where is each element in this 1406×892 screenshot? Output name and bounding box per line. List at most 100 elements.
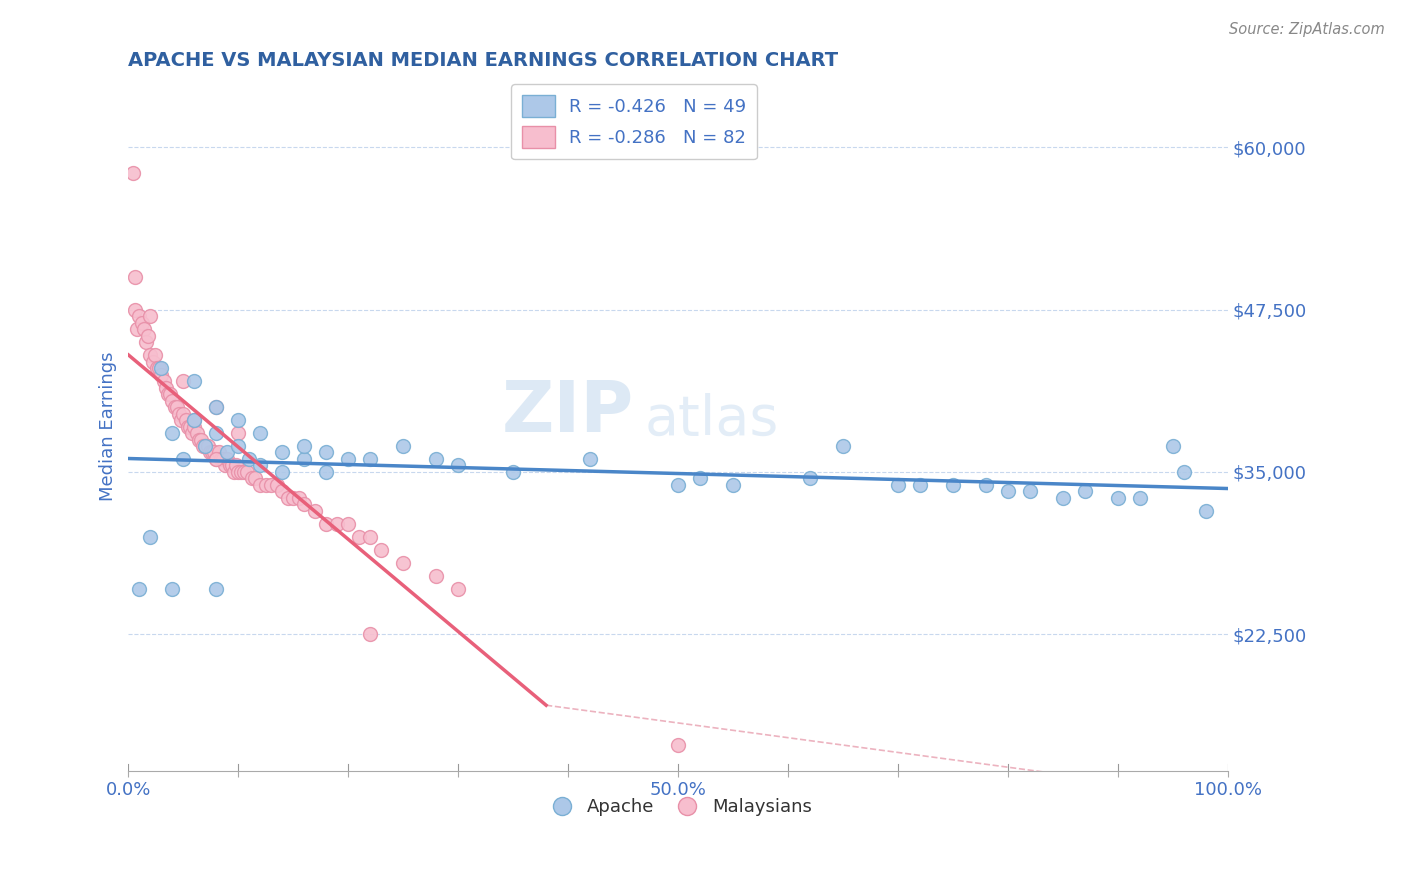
Point <box>243 471 266 485</box>
Point <box>142 354 165 368</box>
Point <box>292 452 315 467</box>
Point <box>447 582 470 596</box>
Point <box>425 452 447 467</box>
Point <box>337 452 360 467</box>
Point <box>228 425 250 440</box>
Point <box>232 465 254 479</box>
Point <box>205 452 228 467</box>
Point <box>315 465 337 479</box>
Point <box>150 368 173 382</box>
Point <box>197 439 219 453</box>
Point <box>190 433 212 447</box>
Point <box>221 458 243 473</box>
Point <box>292 439 315 453</box>
Point <box>214 458 236 473</box>
Point <box>240 471 263 485</box>
Point <box>170 413 193 427</box>
Point <box>128 582 150 596</box>
Point <box>183 374 205 388</box>
Point <box>447 458 470 473</box>
Text: Source: ZipAtlas.com: Source: ZipAtlas.com <box>1229 22 1385 37</box>
Point <box>359 452 381 467</box>
Point <box>1107 491 1129 505</box>
Point <box>217 445 239 459</box>
Point <box>139 530 162 544</box>
Point <box>1018 484 1040 499</box>
Point <box>187 433 209 447</box>
Point <box>162 582 184 596</box>
Point <box>304 504 326 518</box>
Point <box>271 445 294 459</box>
Point <box>260 478 283 492</box>
Point <box>1052 491 1074 505</box>
Point <box>209 452 232 467</box>
Point <box>183 413 205 427</box>
Point <box>155 380 177 394</box>
Point <box>392 556 415 570</box>
Point <box>315 516 337 531</box>
Point <box>174 413 197 427</box>
Point <box>1161 439 1184 453</box>
Point <box>194 439 217 453</box>
Point <box>186 425 208 440</box>
Point <box>228 465 250 479</box>
Point <box>183 413 205 427</box>
Point <box>217 452 239 467</box>
Point <box>425 569 447 583</box>
Point <box>205 400 228 414</box>
Point <box>266 478 288 492</box>
Point <box>1073 484 1095 499</box>
Point <box>205 425 228 440</box>
Point <box>1129 491 1152 505</box>
Point <box>143 348 166 362</box>
Point <box>212 452 235 467</box>
Point <box>1194 504 1216 518</box>
Point <box>128 309 150 323</box>
Point <box>831 439 853 453</box>
Point <box>148 361 170 376</box>
Point <box>207 445 229 459</box>
Point <box>249 458 271 473</box>
Point <box>177 419 200 434</box>
Point <box>277 491 299 505</box>
Legend: Apache, Malaysians: Apache, Malaysians <box>537 791 820 823</box>
Point <box>198 445 221 459</box>
Point <box>162 393 184 408</box>
Point <box>337 516 360 531</box>
Point <box>172 407 194 421</box>
Point <box>887 478 910 492</box>
Point <box>205 452 228 467</box>
Point <box>139 348 162 362</box>
Point <box>236 465 259 479</box>
Point <box>127 322 149 336</box>
Point <box>193 439 215 453</box>
Text: atlas: atlas <box>645 392 779 447</box>
Point <box>721 478 744 492</box>
Point <box>997 484 1019 499</box>
Point <box>271 465 294 479</box>
Point <box>502 465 524 479</box>
Point <box>1173 465 1195 479</box>
Point <box>974 478 997 492</box>
Point <box>392 439 415 453</box>
Point <box>666 478 689 492</box>
Point <box>799 471 821 485</box>
Point <box>136 328 159 343</box>
Point <box>194 439 217 453</box>
Point <box>205 400 228 414</box>
Point <box>370 542 392 557</box>
Point <box>249 478 271 492</box>
Point <box>288 491 311 505</box>
Point <box>908 478 931 492</box>
Point <box>689 471 711 485</box>
Point <box>228 413 250 427</box>
Point <box>218 458 240 473</box>
Point <box>228 439 250 453</box>
Point <box>157 387 180 401</box>
Point <box>172 374 194 388</box>
Point <box>139 309 162 323</box>
Point <box>666 738 689 752</box>
Point <box>238 452 260 467</box>
Point <box>159 387 181 401</box>
Point <box>162 425 184 440</box>
